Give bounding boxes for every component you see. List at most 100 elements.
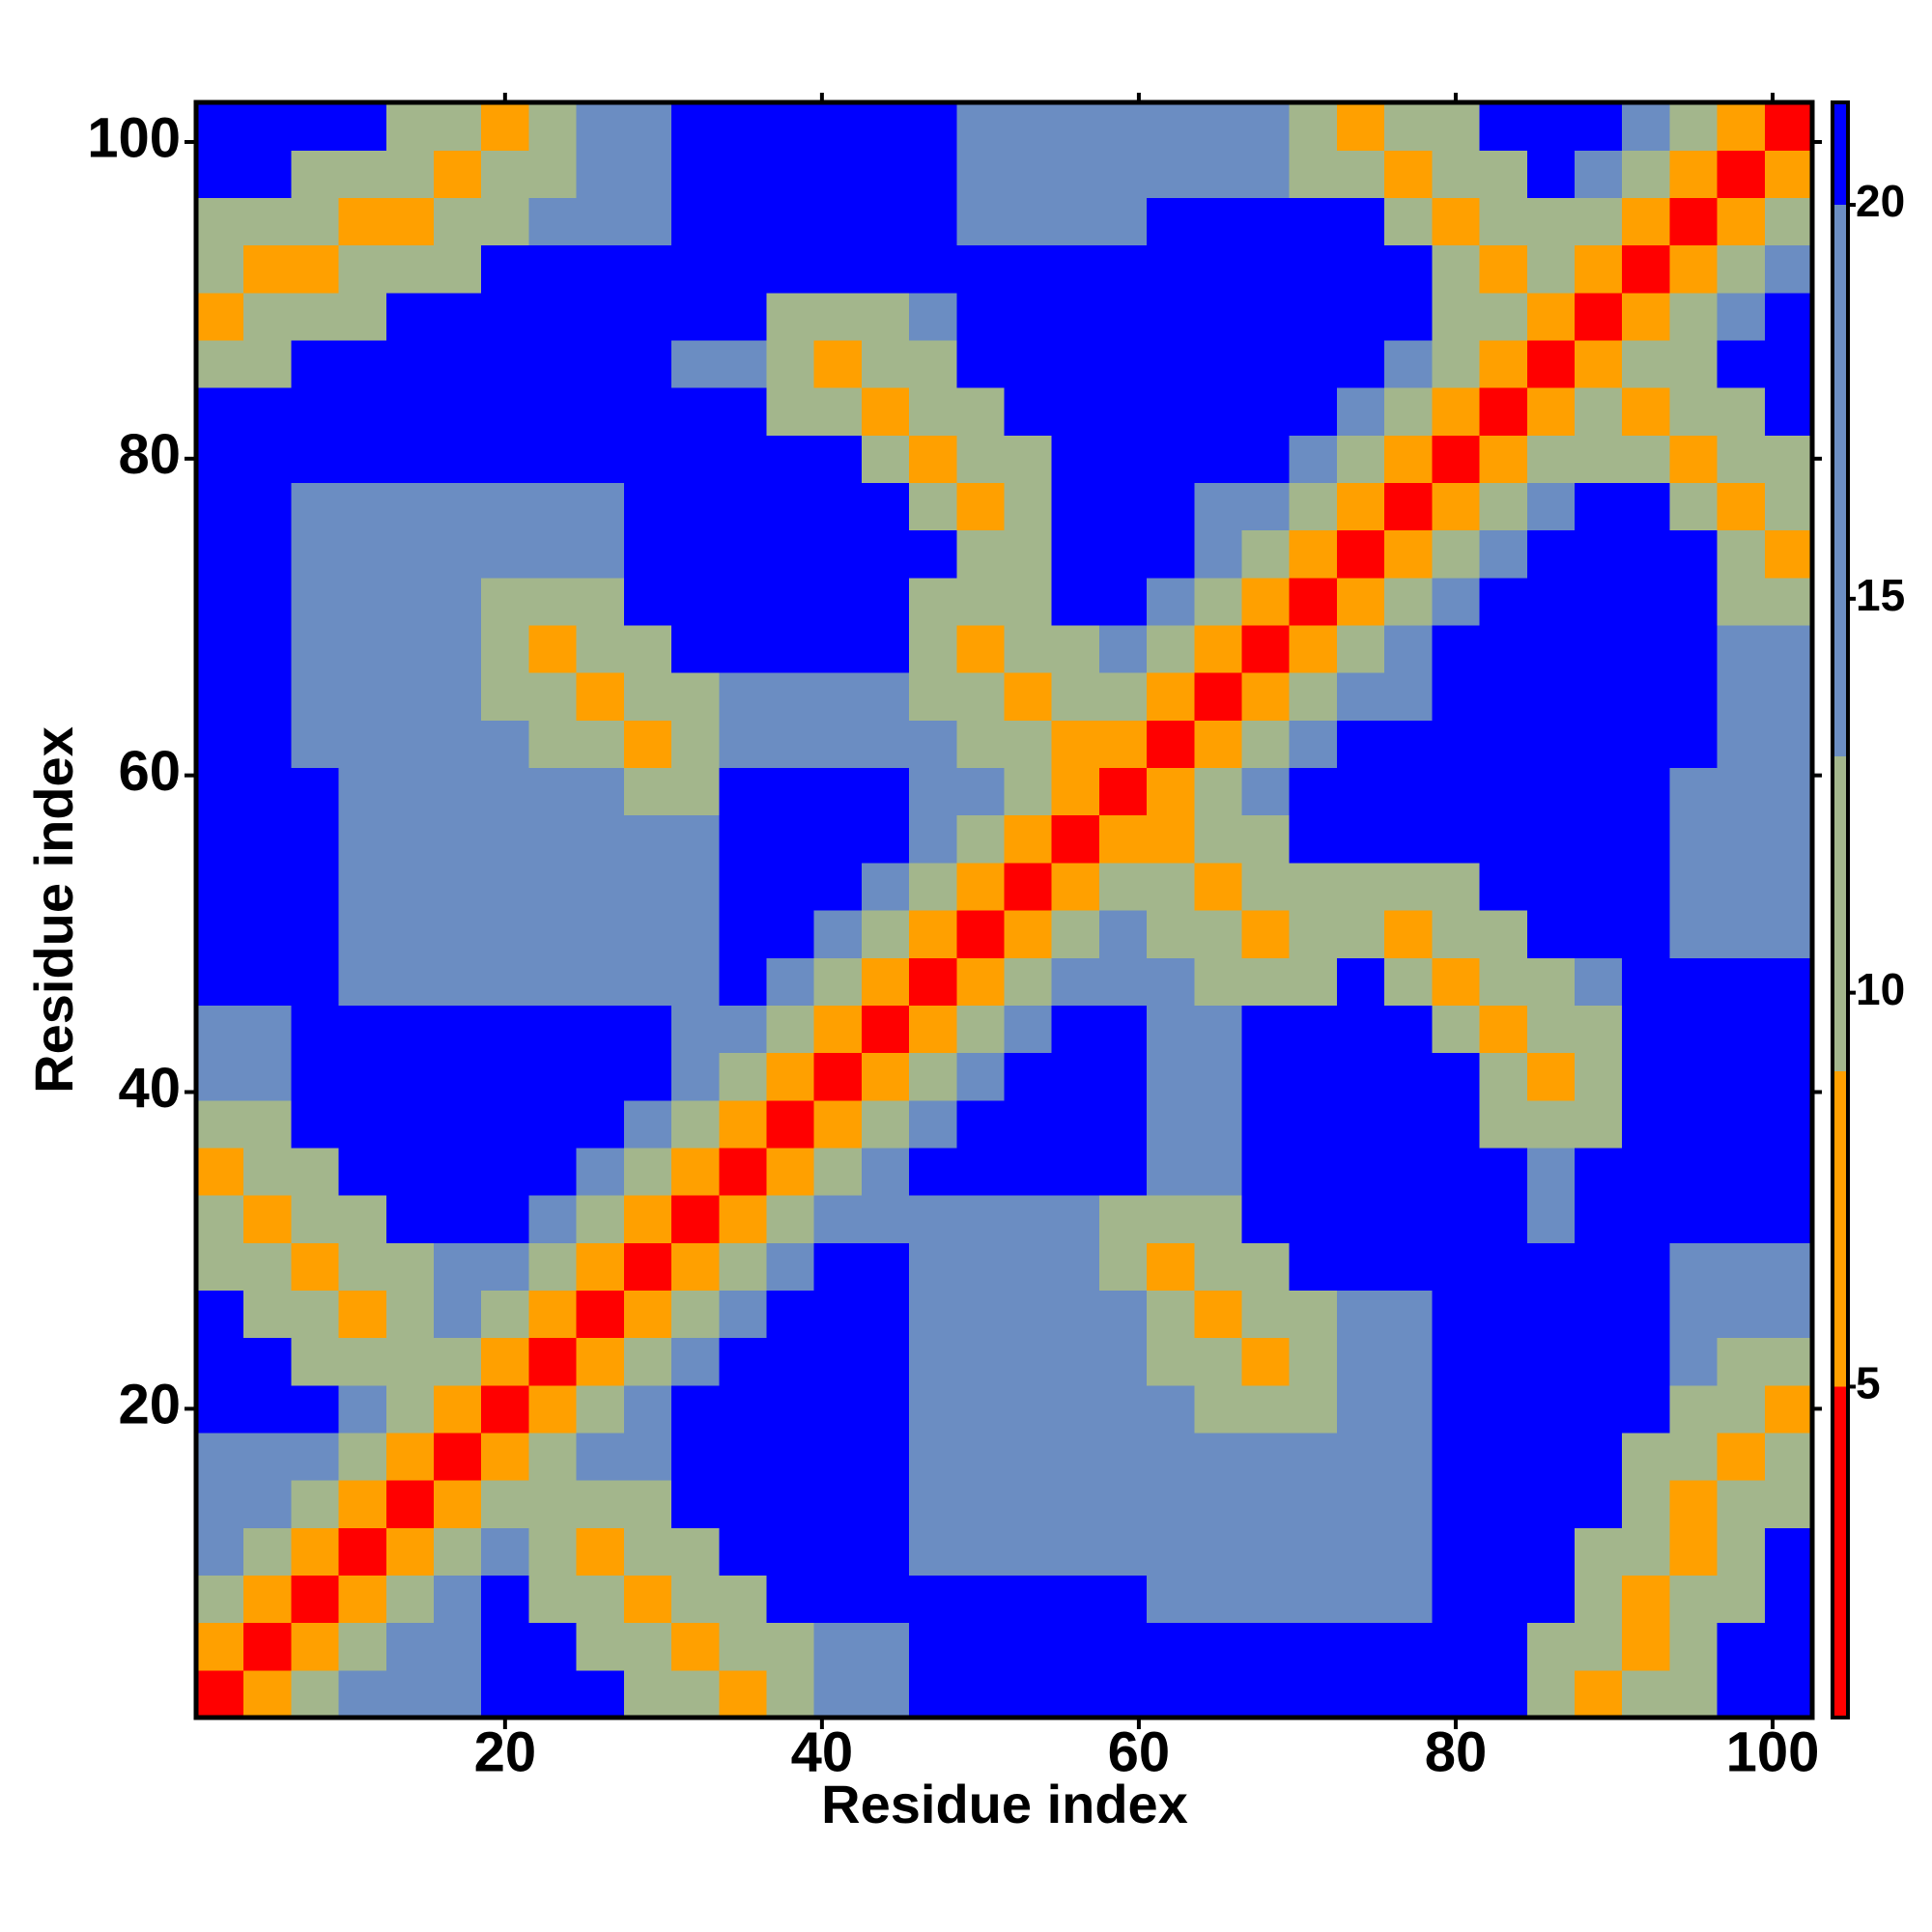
heatmap-cell xyxy=(719,1005,768,1054)
heatmap-cell xyxy=(1669,387,1719,436)
heatmap-cell xyxy=(1574,672,1623,721)
heatmap-cell xyxy=(1479,1575,1528,1624)
heatmap-cell xyxy=(196,482,244,531)
heatmap-cell xyxy=(1574,1242,1623,1292)
heatmap-cell xyxy=(481,720,530,769)
heatmap-cell xyxy=(385,1480,435,1528)
heatmap-cell xyxy=(1669,1052,1719,1101)
heatmap-cell xyxy=(956,292,1006,341)
heatmap-cell xyxy=(1336,672,1385,721)
heatmap-cell xyxy=(528,577,578,626)
heatmap-cell xyxy=(338,910,387,958)
heatmap-cell xyxy=(1194,1432,1243,1481)
heatmap-cell xyxy=(243,1099,293,1149)
heatmap-cell xyxy=(1717,957,1766,1006)
heatmap-cell xyxy=(338,862,387,911)
heatmap-cell xyxy=(1764,244,1813,294)
heatmap-cell xyxy=(861,672,910,721)
heatmap-cell xyxy=(719,1195,768,1243)
heatmap-cell xyxy=(766,814,815,864)
heatmap-cell xyxy=(385,910,435,958)
heatmap-cell xyxy=(1764,1669,1813,1719)
heatmap-cell xyxy=(434,957,482,1006)
heatmap-cell xyxy=(1526,1147,1576,1196)
heatmap-cell xyxy=(1241,1005,1291,1054)
heatmap-cell xyxy=(1098,1052,1148,1101)
heatmap-cell xyxy=(813,624,863,673)
heatmap-cell xyxy=(243,387,293,436)
heatmap-cell xyxy=(671,767,720,816)
heatmap-cell xyxy=(1241,1480,1291,1528)
heatmap-cell xyxy=(528,1669,578,1719)
heatmap-cell xyxy=(813,1099,863,1149)
heatmap-cell xyxy=(1098,1147,1148,1196)
heatmap-cell xyxy=(1574,910,1623,958)
heatmap-cell xyxy=(1289,577,1338,626)
heatmap-cell xyxy=(385,482,435,531)
heatmap-cell xyxy=(1004,292,1053,341)
heatmap-cell xyxy=(1004,1384,1053,1434)
heatmap-cell xyxy=(385,1575,435,1624)
heatmap-cell xyxy=(1289,529,1338,579)
heatmap-cell xyxy=(528,1147,578,1196)
heatmap-cell xyxy=(528,1290,578,1339)
heatmap-cell xyxy=(1098,672,1148,721)
heatmap-cell xyxy=(956,672,1006,721)
heatmap-cell xyxy=(338,1242,387,1292)
heatmap-cell xyxy=(1004,1099,1053,1149)
heatmap-cell xyxy=(1384,1290,1433,1339)
heatmap-cell xyxy=(1147,957,1195,1006)
colorbar-segment xyxy=(1833,1071,1848,1387)
heatmap-cell xyxy=(1004,1052,1053,1101)
heatmap-cell xyxy=(1384,1005,1433,1054)
heatmap-cell xyxy=(671,1432,720,1481)
heatmap-cell xyxy=(861,529,910,579)
heatmap-cell xyxy=(1479,1622,1528,1671)
heatmap-cell xyxy=(434,529,482,579)
heatmap-cell xyxy=(956,435,1006,484)
heatmap-cell xyxy=(1147,1290,1195,1339)
heatmap-cell xyxy=(338,1290,387,1339)
heatmap-cell xyxy=(1289,624,1338,673)
heatmap-cell xyxy=(1051,1195,1100,1243)
heatmap-cell xyxy=(1432,910,1481,958)
heatmap-cell xyxy=(434,292,482,341)
axes: 20 40 60 80 100 20 40 60 80 100 5 10 15 20 xyxy=(87,93,1905,1783)
heatmap-cell xyxy=(719,102,768,151)
heatmap-cell xyxy=(861,1147,910,1196)
heatmap-cell xyxy=(385,624,435,673)
heatmap-cell xyxy=(1098,1242,1148,1292)
heatmap-cell xyxy=(1526,102,1576,151)
heatmap-cell xyxy=(861,1622,910,1671)
heatmap-cell xyxy=(291,197,340,246)
heatmap-cell xyxy=(1004,814,1053,864)
heatmap-cell xyxy=(1432,1005,1481,1054)
heatmap-cell xyxy=(1622,387,1670,436)
heatmap-cell xyxy=(1147,1669,1195,1719)
heatmap-cell xyxy=(196,1432,244,1481)
heatmap-cell xyxy=(1241,339,1291,388)
heatmap-cell xyxy=(671,339,720,388)
heatmap-cell xyxy=(1669,292,1719,341)
heatmap-cell xyxy=(385,1622,435,1671)
heatmap-cells xyxy=(196,102,1813,1719)
heatmap-cell xyxy=(434,1527,482,1577)
heatmap-cell xyxy=(1717,624,1766,673)
heatmap-cell xyxy=(671,482,720,531)
heatmap-cell xyxy=(291,1527,340,1577)
heatmap-cell xyxy=(623,244,672,294)
heatmap-cell xyxy=(1479,957,1528,1006)
heatmap-cell xyxy=(1622,1622,1670,1671)
heatmap-cell xyxy=(1432,1099,1481,1149)
heatmap-cell xyxy=(385,1052,435,1101)
heatmap-cell xyxy=(766,529,815,579)
heatmap-cell xyxy=(1289,482,1338,531)
heatmap-cell xyxy=(1004,529,1053,579)
heatmap-cell xyxy=(576,577,625,626)
heatmap-cell xyxy=(1098,1099,1148,1149)
heatmap-cell xyxy=(909,102,957,151)
heatmap-cell xyxy=(861,150,910,198)
heatmap-cell xyxy=(813,387,863,436)
heatmap-cell xyxy=(1622,767,1670,816)
heatmap-cell xyxy=(671,292,720,341)
